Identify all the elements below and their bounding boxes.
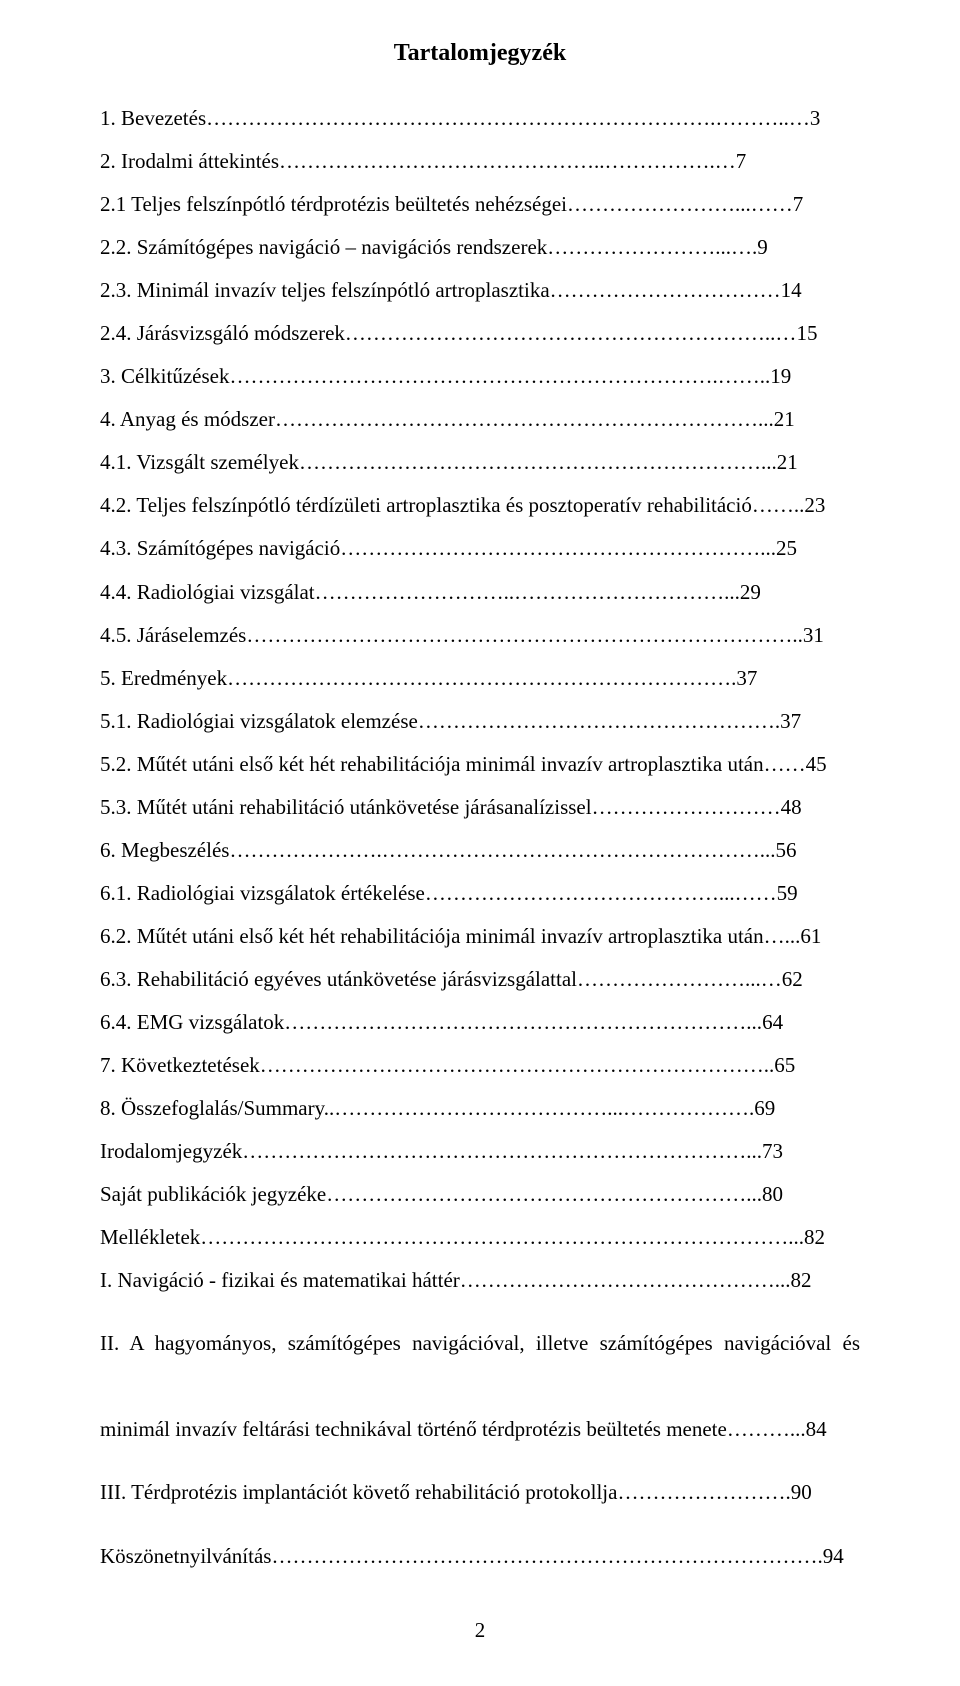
toc-entry: Köszönetnyilvánítás………………………………………………………… — [100, 1535, 860, 1578]
toc-container: 1. Bevezetés……………………………………………………………….………… — [100, 97, 860, 1578]
toc-entry-page: 56 — [775, 838, 796, 862]
toc-entry-text: 5.1. Radiológiai vizsgálatok elemzése………… — [100, 709, 780, 733]
toc-entry: 4.5. Járáselemzés……………………………………………………………… — [100, 614, 860, 657]
toc-entry-text: 6. Megbeszélés………………….………………………………………………… — [100, 838, 775, 862]
toc-entry: 4.2. Teljes felszínpótló térdízületi art… — [100, 484, 860, 527]
toc-entry-page: 31 — [803, 623, 824, 647]
toc-entry: 1. Bevezetés……………………………………………………………….………… — [100, 97, 860, 140]
toc-entry: 2.1 Teljes felszínpótló térdprotézis beü… — [100, 183, 860, 226]
toc-entry: 2.2. Számítógépes navigáció – navigációs… — [100, 226, 860, 269]
toc-entry-text: 2. Irodalmi áttekintés………………………………………..…… — [100, 149, 736, 173]
toc-entry-text: Köszönetnyilvánítás………………………………………………………… — [100, 1544, 823, 1568]
toc-entry: 6.2. Műtét utáni első két hét rehabilitá… — [100, 915, 860, 958]
toc-entry-text: Mellékletek………………………………………………………………………….… — [100, 1225, 804, 1249]
toc-entry: 6.1. Radiológiai vizsgálatok értékelése…… — [100, 872, 860, 915]
toc-entry-text: 4.4. Radiológiai vizsgálat………………………..………… — [100, 580, 740, 604]
toc-entry: 5. Eredmények……………………………………………………………….37 — [100, 657, 860, 700]
toc-entry-page: 48 — [781, 795, 802, 819]
toc-entry-text: 4.1. Vizsgált személyek……………………………………………… — [100, 450, 777, 474]
toc-entry: 4.4. Radiológiai vizsgálat………………………..………… — [100, 571, 860, 614]
toc-entry-text: 6.1. Radiológiai vizsgálatok értékelése…… — [100, 881, 777, 905]
toc-entry: 6.4. EMG vizsgálatok……………………………………………………… — [100, 1001, 860, 1044]
toc-entry-text: III. Térdprotézis implantációt követő re… — [100, 1480, 791, 1504]
toc-entry-text: 6.4. EMG vizsgálatok……………………………………………………… — [100, 1010, 762, 1034]
toc-entry-page: 7 — [736, 149, 747, 173]
toc-entry-text: II. A hagyományos, számítógépes navigáci… — [100, 1331, 860, 1355]
toc-entry-page: 82 — [791, 1268, 812, 1292]
toc-entry-text: minimál invazív feltárási technikával tö… — [100, 1417, 806, 1441]
toc-entry: 7. Következtetések…………………………………………………………… — [100, 1044, 860, 1087]
toc-entry: 2. Irodalmi áttekintés………………………………………..…… — [100, 140, 860, 183]
toc-entry: 4.1. Vizsgált személyek……………………………………………… — [100, 441, 860, 484]
toc-entry-text: 5. Eredmények………………………………………………………………. — [100, 666, 736, 690]
toc-entry-page: 3 — [810, 106, 821, 130]
toc-title: Tartalomjegyzék — [100, 40, 860, 67]
toc-entry-text: Saját publikációk jegyzéke……………………………………… — [100, 1182, 762, 1206]
toc-entry-page: 62 — [782, 967, 803, 991]
toc-entry-text: 2.4. Járásvizsgáló módszerek………………………………… — [100, 321, 796, 345]
toc-entry-text: 3. Célkitűzések…………………………………………………………….…… — [100, 364, 770, 388]
toc-entry: I. Navigáció - fizikai és matematikai há… — [100, 1259, 860, 1302]
toc-entry-page: 69 — [754, 1096, 775, 1120]
toc-entry-text: 4.2. Teljes felszínpótló térdízületi art… — [100, 493, 804, 517]
toc-entry: 4. Anyag és módszer………………………………………………………… — [100, 398, 860, 441]
toc-entry-page: 9 — [757, 235, 768, 259]
toc-entry-text: 4. Anyag és módszer………………………………………………………… — [100, 407, 774, 431]
toc-entry: Saját publikációk jegyzéke……………………………………… — [100, 1173, 860, 1216]
toc-entry-page: 80 — [762, 1182, 783, 1206]
toc-entry: minimál invazív feltárási technikával tö… — [100, 1408, 860, 1451]
toc-entry-page: 37 — [736, 666, 757, 690]
toc-entry-text: I. Navigáció - fizikai és matematikai há… — [100, 1268, 791, 1292]
toc-entry: 8. Összefoglalás/Summary..………………………………….… — [100, 1087, 860, 1130]
toc-entry-page: 45 — [806, 752, 827, 776]
toc-entry-text: 4.5. Járáselemzés……………………………………………………………… — [100, 623, 803, 647]
toc-entry-page: 15 — [796, 321, 817, 345]
toc-entry-page: 25 — [776, 536, 797, 560]
toc-entry-page: 7 — [793, 192, 804, 216]
toc-entry: 3. Célkitűzések…………………………………………………………….…… — [100, 355, 860, 398]
toc-entry-page: 73 — [762, 1139, 783, 1163]
toc-entry: III. Térdprotézis implantációt követő re… — [100, 1471, 860, 1514]
toc-entry-text: Irodalomjegyzék……………………………………………………………….… — [100, 1139, 762, 1163]
toc-entry-page: 23 — [804, 493, 825, 517]
toc-entry: 4.3. Számítógépes navigáció…………………………………… — [100, 527, 860, 570]
toc-entry-text: 6.3. Rehabilitáció egyéves utánkövetése … — [100, 967, 782, 991]
toc-entry-text: 1. Bevezetés……………………………………………………………….………… — [100, 106, 810, 130]
toc-entry-page: 37 — [780, 709, 801, 733]
page-number: 2 — [100, 1618, 860, 1643]
toc-entry-text: 2.3. Minimál invazív teljes felszínpótló… — [100, 278, 781, 302]
toc-entry-text: 5.3. Műtét utáni rehabilitáció utánkövet… — [100, 795, 781, 819]
toc-entry: Mellékletek………………………………………………………………………….… — [100, 1216, 860, 1259]
toc-entry-page: 84 — [806, 1417, 827, 1441]
toc-entry: II. A hagyományos, számítógépes navigáci… — [100, 1322, 860, 1408]
toc-entry-text: 4.3. Számítógépes navigáció…………………………………… — [100, 536, 776, 560]
toc-entry-text: 2.1 Teljes felszínpótló térdprotézis beü… — [100, 192, 793, 216]
toc-entry-page: 59 — [777, 881, 798, 905]
toc-entry: 6.3. Rehabilitáció egyéves utánkövetése … — [100, 958, 860, 1001]
toc-entry-text: 6.2. Műtét utáni első két hét rehabilitá… — [100, 924, 800, 948]
toc-entry-text: 5.2. Műtét utáni első két hét rehabilitá… — [100, 752, 806, 776]
toc-entry-text: 8. Összefoglalás/Summary..………………………………….… — [100, 1096, 754, 1120]
toc-entry-page: 64 — [762, 1010, 783, 1034]
toc-entry-text: 7. Következtetések…………………………………………………………… — [100, 1053, 774, 1077]
toc-entry-page: 94 — [823, 1544, 844, 1568]
toc-entry: 5.1. Radiológiai vizsgálatok elemzése………… — [100, 700, 860, 743]
toc-entry-text: 2.2. Számítógépes navigáció – navigációs… — [100, 235, 757, 259]
toc-entry: 6. Megbeszélés………………….………………………………………………… — [100, 829, 860, 872]
toc-entry-page: 19 — [770, 364, 791, 388]
toc-entry: 2.4. Járásvizsgáló módszerek………………………………… — [100, 312, 860, 355]
toc-entry-page: 14 — [781, 278, 802, 302]
toc-entry: 2.3. Minimál invazív teljes felszínpótló… — [100, 269, 860, 312]
toc-entry: 5.3. Műtét utáni rehabilitáció utánkövet… — [100, 786, 860, 829]
toc-entry: Irodalomjegyzék……………………………………………………………….… — [100, 1130, 860, 1173]
toc-entry-page: 29 — [740, 580, 761, 604]
toc-entry-page: 21 — [777, 450, 798, 474]
toc-entry-page: 90 — [791, 1480, 812, 1504]
toc-entry-page: 61 — [800, 924, 821, 948]
toc-entry-page: 65 — [774, 1053, 795, 1077]
toc-entry-page: 82 — [804, 1225, 825, 1249]
toc-entry: 5.2. Műtét utáni első két hét rehabilitá… — [100, 743, 860, 786]
toc-entry-page: 21 — [774, 407, 795, 431]
